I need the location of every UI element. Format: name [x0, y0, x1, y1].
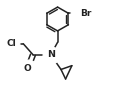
Text: N: N: [47, 50, 55, 59]
Text: Cl: Cl: [6, 39, 16, 48]
Text: Br: Br: [80, 9, 92, 18]
Text: O: O: [24, 64, 32, 73]
